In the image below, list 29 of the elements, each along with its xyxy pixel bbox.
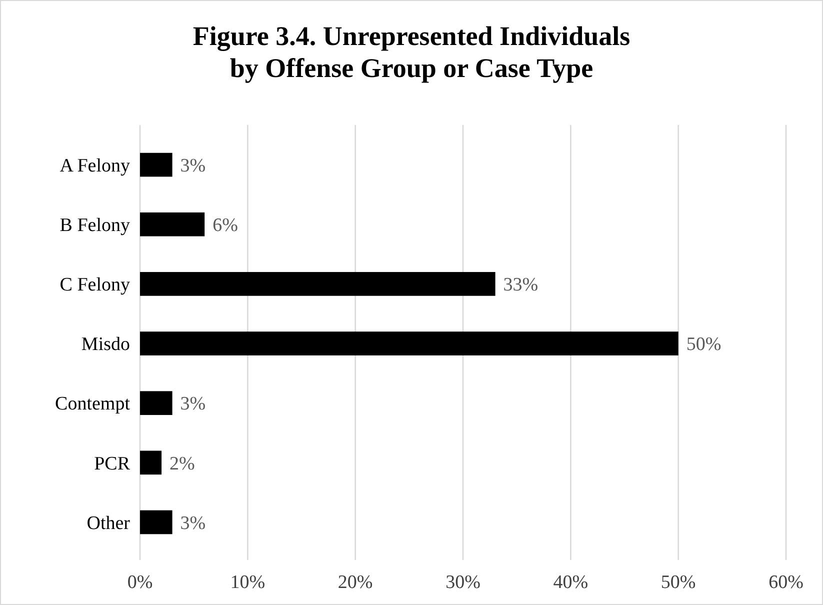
x-tick-label: 50% [660,572,696,593]
data-label: 3% [180,394,206,415]
y-tick-label: Contempt [55,394,131,415]
bar [140,510,172,534]
y-tick-label: Other [86,512,131,534]
chart-title: Figure 3.4. Unrepresented Individuals by Offense Group or Case Type [192,21,630,83]
bar [140,450,162,475]
data-label: 33% [503,274,538,296]
y-tick-label: Misdo [81,334,130,356]
x-tick-label: 40% [553,572,588,593]
y-tick-label: B Felony [60,215,130,236]
x-tick-label: 0% [127,572,153,593]
bar [140,212,205,236]
x-tick-label: 10% [230,572,266,593]
y-tick-label: PCR [94,453,130,474]
data-label: 3% [180,155,206,176]
data-label: 50% [686,334,722,356]
data-label: 2% [170,453,196,474]
x-tick-label: 60% [768,572,804,593]
data-label: 3% [180,512,206,534]
bar [140,272,496,296]
bar [140,391,172,415]
bar [140,332,678,356]
x-tick-label: 20% [338,572,373,593]
bar [140,152,172,177]
data-label: 6% [212,215,238,236]
x-tick-label: 30% [446,572,481,593]
y-tick-label: C Felony [60,274,130,296]
y-tick-label: A Felony [60,155,130,176]
